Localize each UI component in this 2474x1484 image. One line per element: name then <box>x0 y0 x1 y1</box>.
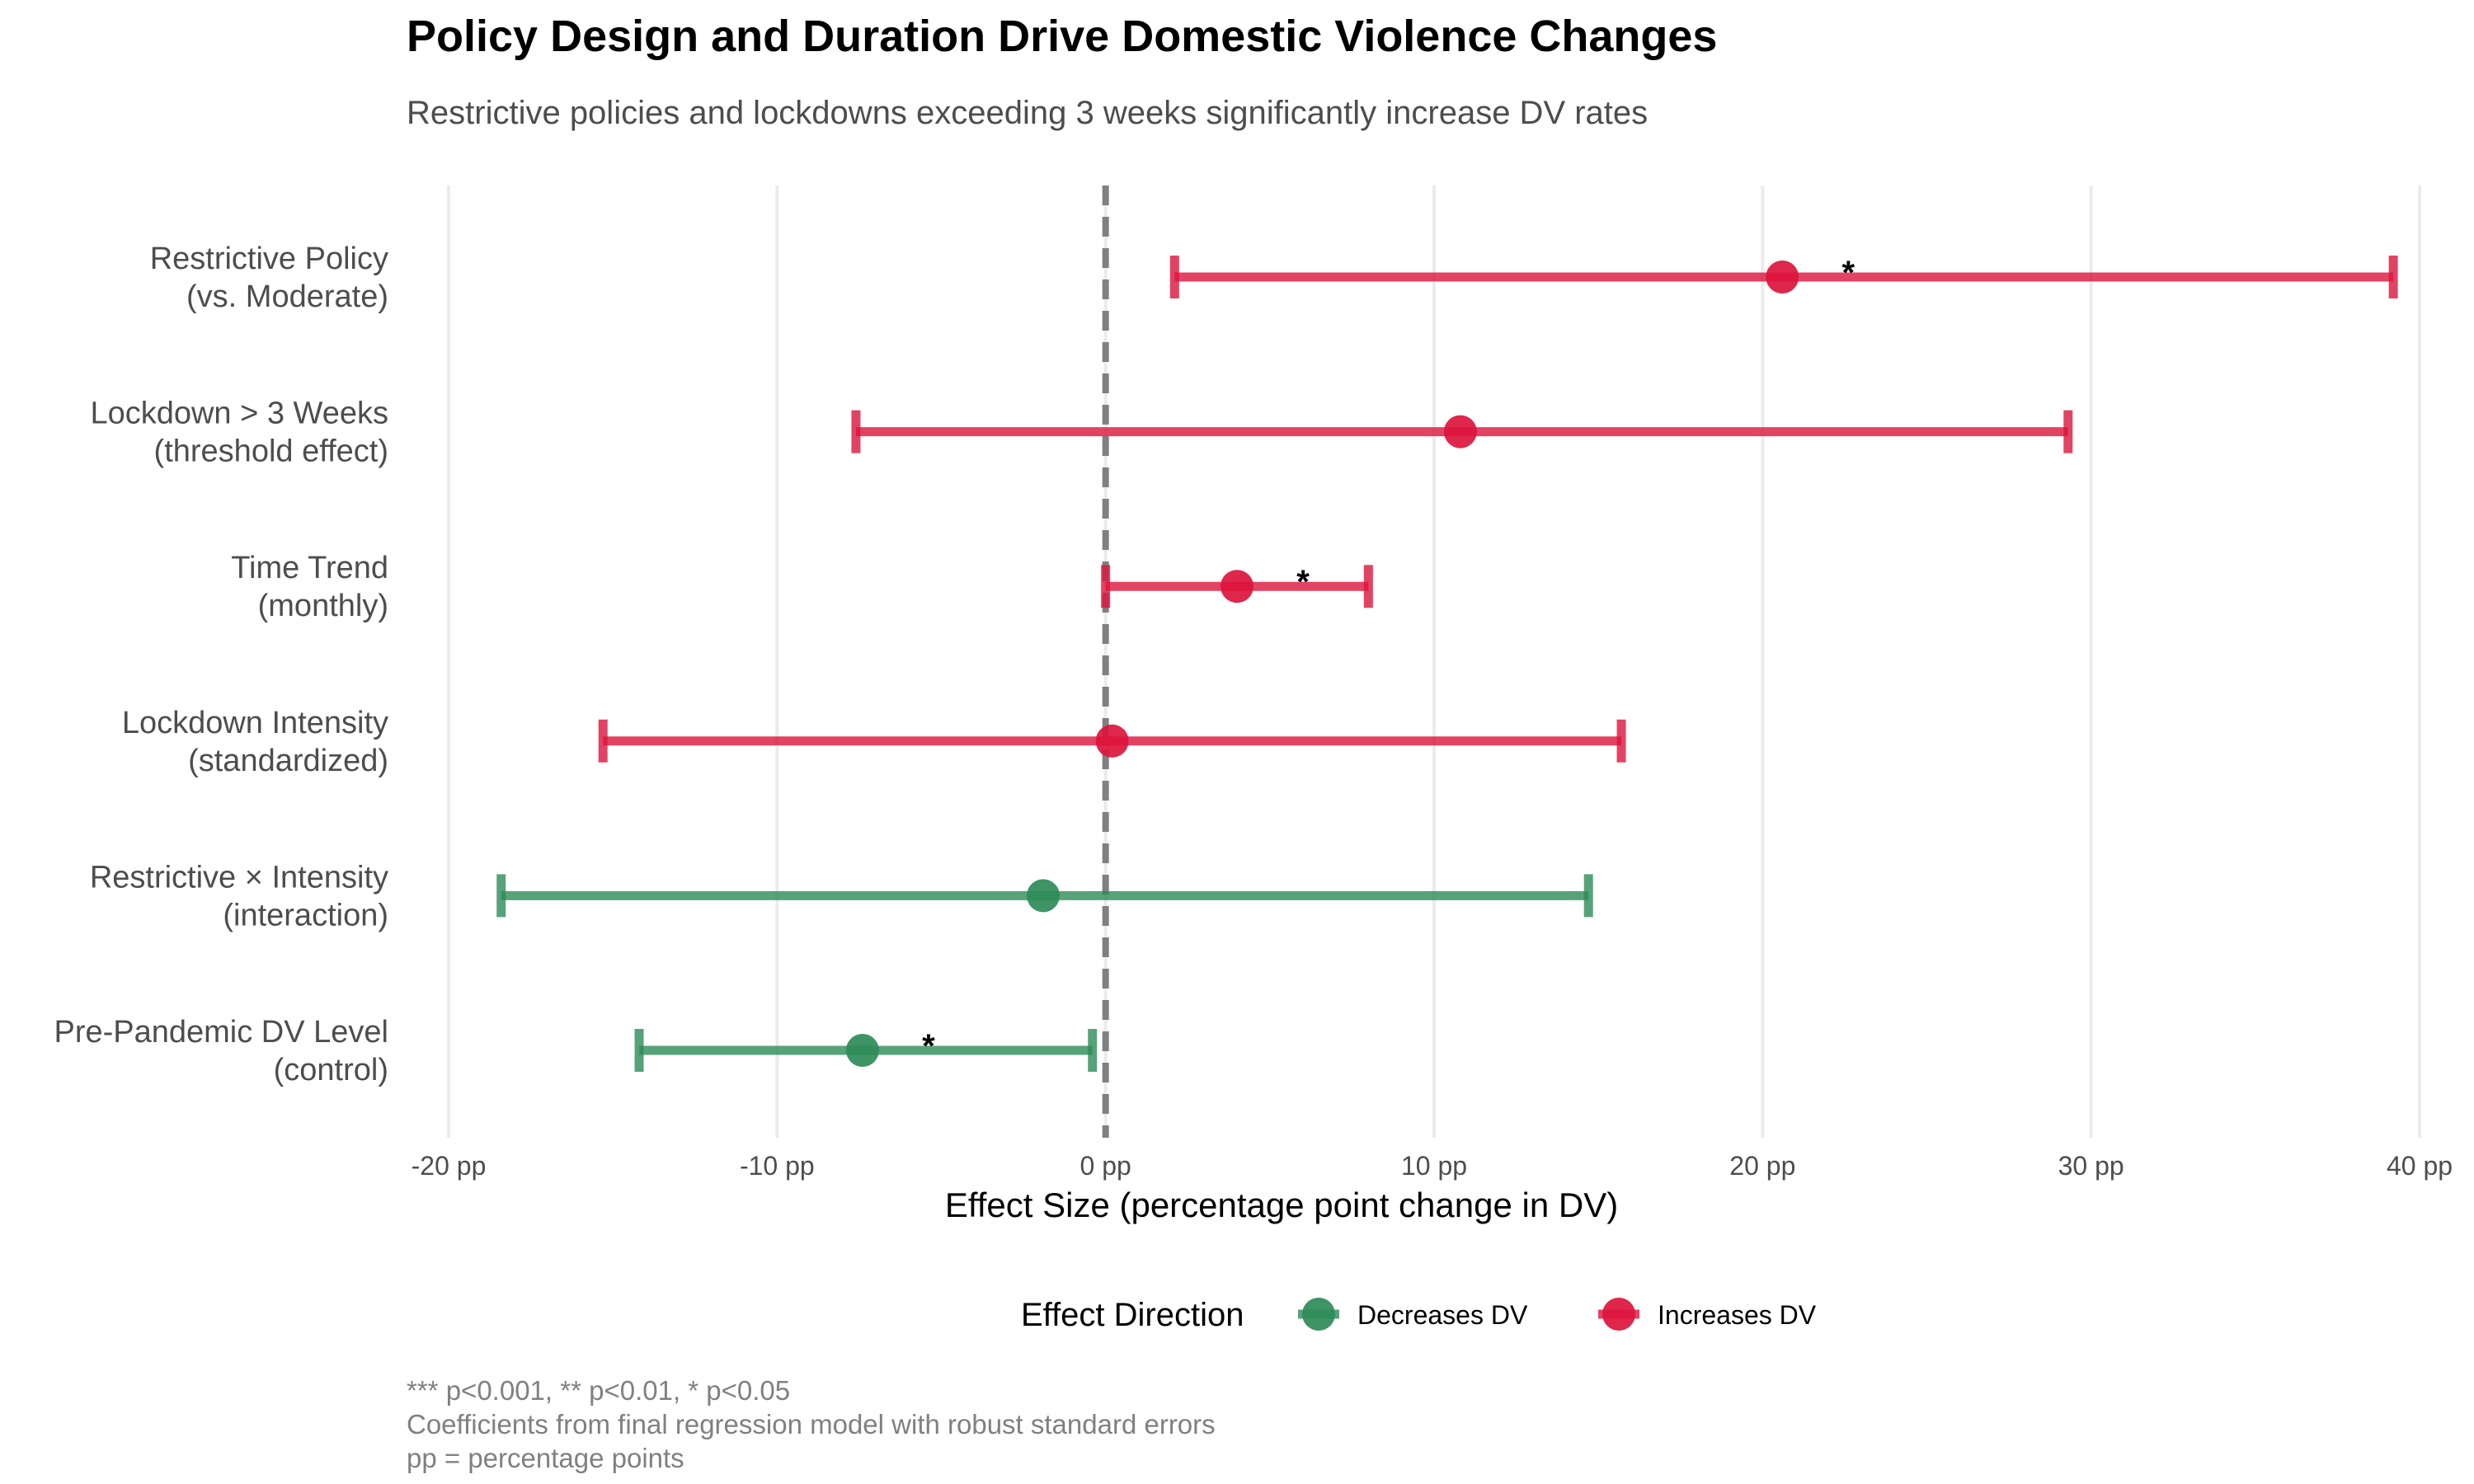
point-estimate <box>845 1034 879 1067</box>
y-label-line2: (vs. Moderate) <box>186 279 388 314</box>
legend-item-label: Increases DV <box>1658 1300 1817 1330</box>
significance-marker: * <box>1841 255 1855 291</box>
point-estimate <box>1766 261 1799 294</box>
grid-lines <box>447 186 2421 1138</box>
y-label-line2: (monthly) <box>258 589 388 623</box>
plot-row: * <box>634 1028 1098 1072</box>
legend-title: Effect Direction <box>1021 1297 1244 1333</box>
plot-row <box>496 874 1593 918</box>
x-tick-label: 0 pp <box>1080 1151 1131 1181</box>
caption-line: *** p<0.001, ** p<0.01, * p<0.05 <box>407 1375 790 1406</box>
x-axis-tick-labels: -20 pp -10 pp 0 pp 10 pp 20 pp 30 pp 40 pp <box>412 1151 2453 1181</box>
point-estimate <box>1221 570 1253 603</box>
y-label-line1: Lockdown Intensity <box>122 706 388 740</box>
y-label-line1: Pre-Pandemic DV Level <box>54 1015 388 1050</box>
point-estimate <box>1095 724 1129 758</box>
y-label-line1: Lockdown > 3 Weeks <box>90 397 388 431</box>
point-estimate <box>1443 415 1477 448</box>
significance-marker: * <box>922 1028 935 1064</box>
x-tick-label: 40 pp <box>2387 1151 2453 1181</box>
y-label-line1: Restrictive × Intensity <box>90 860 388 895</box>
significance-marker: * <box>1296 564 1310 600</box>
legend-key-point <box>1302 1298 1335 1331</box>
point-estimate <box>1026 879 1060 913</box>
x-tick-label: 10 pp <box>1401 1151 1467 1181</box>
y-label-line2: (control) <box>274 1053 388 1087</box>
x-axis-label: Effect Size (percentage point change in … <box>945 1186 1618 1224</box>
plot-row <box>598 719 1626 763</box>
legend-key-point <box>1602 1298 1635 1331</box>
plot-row <box>851 410 2073 453</box>
legend-item-increases: Increases DV <box>1598 1298 1817 1331</box>
chart-subtitle: Restrictive policies and lockdowns excee… <box>407 95 1648 131</box>
x-tick-label: -20 pp <box>412 1151 487 1181</box>
plot-row: * <box>1169 255 2398 298</box>
legend: Effect Direction Decreases DV Increases D… <box>1021 1297 1817 1333</box>
caption: *** p<0.001, ** p<0.01, * p<0.05Coeffici… <box>407 1375 1216 1473</box>
y-label-line2: (threshold effect) <box>154 434 388 469</box>
caption-line: pp = percentage points <box>407 1443 684 1473</box>
caption-line: Coefficients from final regression model… <box>407 1409 1216 1439</box>
x-tick-label: 20 pp <box>1729 1151 1795 1181</box>
y-label-line1: Time Trend <box>231 551 388 585</box>
plot-rows: * * * <box>496 255 2398 1072</box>
chart-title: Policy Design and Duration Drive Domesti… <box>407 12 1717 61</box>
y-axis-labels: Restrictive Policy(vs. Moderate) Lockdown… <box>54 242 388 1087</box>
y-label-line2: (standardized) <box>188 744 388 778</box>
plot-row: * <box>1101 564 1373 608</box>
y-label-line1: Restrictive Policy <box>150 242 388 276</box>
legend-item-label: Decreases DV <box>1357 1300 1528 1330</box>
legend-item-decreases: Decreases DV <box>1298 1298 1528 1331</box>
x-tick-label: -10 pp <box>740 1151 815 1181</box>
x-tick-label: 30 pp <box>2058 1151 2124 1181</box>
y-label-line2: (interaction) <box>223 898 388 932</box>
